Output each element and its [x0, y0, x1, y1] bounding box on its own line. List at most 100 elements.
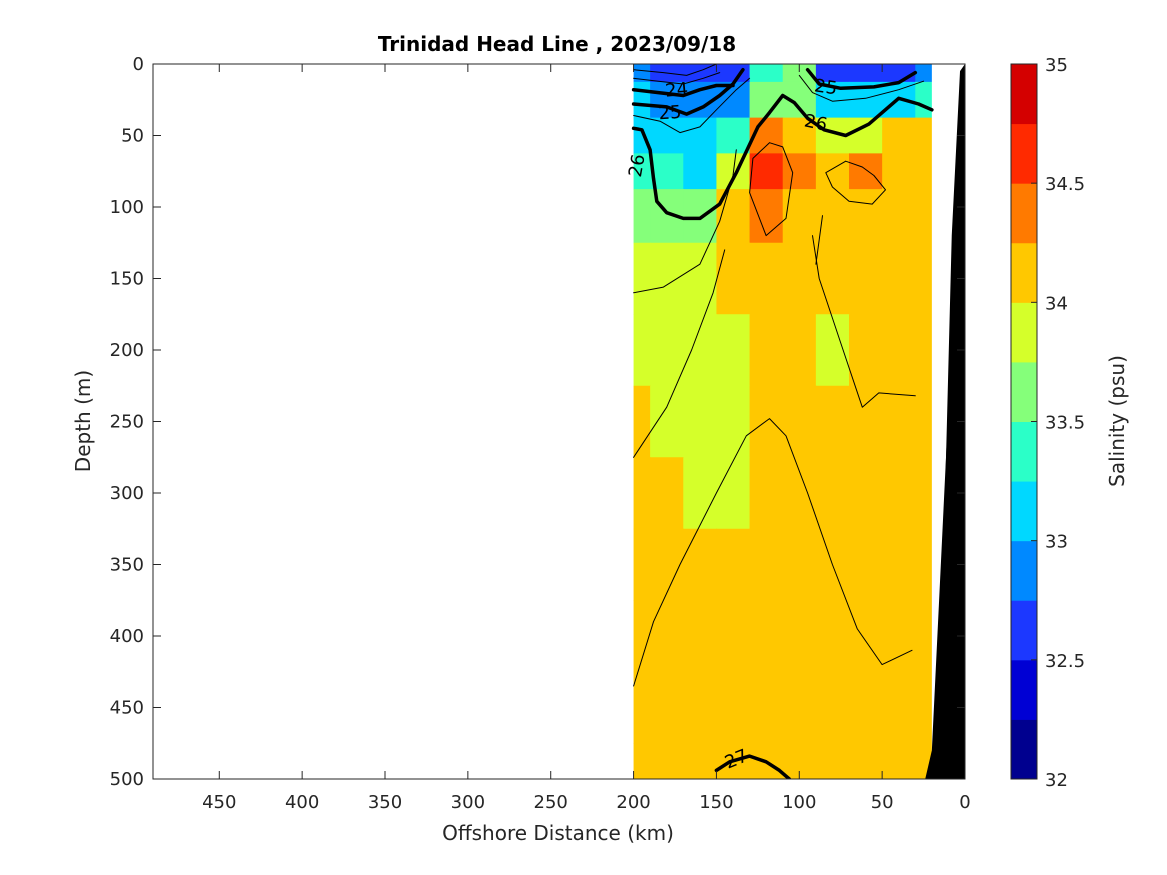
x-tick-label: 400 — [285, 792, 319, 813]
colorbar-tick-label: 32.5 — [1045, 651, 1085, 672]
salinity-cell — [915, 189, 933, 244]
salinity-cell — [633, 600, 651, 673]
colorbar-segment — [1011, 481, 1037, 542]
density-contour-thin — [749, 142, 794, 237]
density-contour-thick — [631, 93, 934, 221]
colorbar-segments — [1011, 64, 1037, 780]
salinity-cell — [915, 457, 933, 530]
seafloor-bathymetry — [931, 64, 965, 779]
salinity-cell — [915, 117, 933, 154]
density-contour-thin — [798, 74, 925, 102]
density-contour-thin — [633, 418, 913, 687]
salinity-cell — [716, 242, 751, 315]
colorbar-tick-label: 32 — [1045, 770, 1068, 791]
salinity-cell — [815, 153, 850, 190]
salinity-cell — [915, 528, 933, 601]
salinity-cell — [915, 242, 933, 315]
salinity-field — [633, 64, 933, 779]
salinity-cell — [882, 743, 916, 779]
salinity-cell — [815, 457, 850, 530]
density-contour-thin — [633, 64, 717, 76]
contour-label: 25 — [658, 102, 682, 125]
salinity-cell — [915, 600, 933, 673]
salinity-cell — [882, 242, 916, 315]
salinity-cell — [716, 81, 751, 119]
salinity-cell — [915, 671, 933, 744]
salinity-cell — [633, 671, 651, 744]
colorbar-segment — [1011, 242, 1037, 303]
salinity-cell — [882, 64, 916, 83]
y-tick-label: 400 — [110, 626, 144, 647]
x-tick-label: 200 — [616, 792, 650, 813]
salinity-cell — [782, 600, 817, 673]
y-tick-label: 0 — [133, 54, 144, 75]
salinity-cell — [683, 314, 718, 387]
salinity-cell — [782, 385, 817, 458]
y-tick-label: 150 — [110, 269, 144, 290]
x-tick-label: 350 — [368, 792, 402, 813]
colorbar-tick-label: 34.5 — [1045, 174, 1085, 195]
salinity-cell — [849, 743, 883, 779]
salinity-cell — [815, 385, 850, 458]
x-tick-label: 300 — [451, 792, 485, 813]
colorbar-tick-label: 33.5 — [1045, 413, 1085, 434]
salinity-cell — [683, 117, 718, 154]
salinity-cell — [782, 314, 817, 387]
salinity-cell — [683, 385, 718, 458]
salinity-cell — [683, 600, 718, 673]
salinity-cell — [650, 528, 684, 601]
salinity-cell — [882, 117, 916, 154]
salinity-cell — [650, 671, 684, 744]
density-contours — [631, 64, 934, 779]
y-axis-ticks: 0 50 100 150 200 250 300 350 400 450 500 — [110, 54, 965, 790]
colorbar-segment — [1011, 302, 1037, 363]
salinity-cell — [882, 671, 916, 744]
salinity-cell — [633, 242, 651, 315]
salinity-cell — [716, 385, 751, 458]
salinity-cell — [650, 117, 684, 154]
salinity-cell — [782, 671, 817, 744]
y-tick-label: 350 — [110, 555, 144, 576]
salinity-cell — [716, 64, 751, 83]
salinity-cell — [650, 743, 684, 779]
salinity-cell — [650, 385, 684, 458]
density-contour-thick — [631, 83, 735, 98]
y-tick-label: 250 — [110, 412, 144, 433]
salinity-cell — [882, 153, 916, 190]
x-tick-label: 150 — [699, 792, 733, 813]
y-tick-label: 450 — [110, 698, 144, 719]
salinity-cell — [915, 385, 933, 458]
salinity-cell — [633, 81, 651, 119]
salinity-cell — [683, 153, 718, 190]
y-axis-label: Depth (m) — [71, 370, 95, 472]
salinity-cell — [849, 242, 883, 315]
salinity-cell — [683, 743, 718, 779]
y-tick-label: 300 — [110, 483, 144, 504]
salinity-cell — [683, 457, 718, 530]
salinity-cell — [716, 528, 751, 601]
y-tick-label: 100 — [110, 197, 144, 218]
salinity-cell — [782, 153, 817, 190]
salinity-cell — [633, 64, 651, 83]
x-tick-label: 450 — [202, 792, 236, 813]
density-contour-thin — [633, 149, 737, 294]
salinity-cell — [650, 242, 684, 315]
salinity-cell — [716, 671, 751, 744]
colorbar-segment — [1011, 361, 1037, 422]
y-tick-label: 500 — [110, 769, 144, 790]
salinity-cell — [716, 600, 751, 673]
salinity-cell — [815, 314, 850, 387]
x-tick-label: 50 — [871, 792, 894, 813]
salinity-cell — [633, 153, 651, 190]
salinity-cell — [683, 671, 718, 744]
salinity-cell — [849, 64, 883, 83]
colorbar-tick-label: 34 — [1045, 293, 1068, 314]
salinity-cell — [915, 314, 933, 387]
salinity-cell — [683, 64, 718, 83]
salinity-cell — [633, 528, 651, 601]
salinity-cell — [782, 457, 817, 530]
colorbar-tick-label: 33 — [1045, 532, 1068, 553]
density-contour-thin — [825, 160, 886, 205]
salinity-cell — [716, 314, 751, 387]
density-contour-thin — [812, 235, 916, 408]
